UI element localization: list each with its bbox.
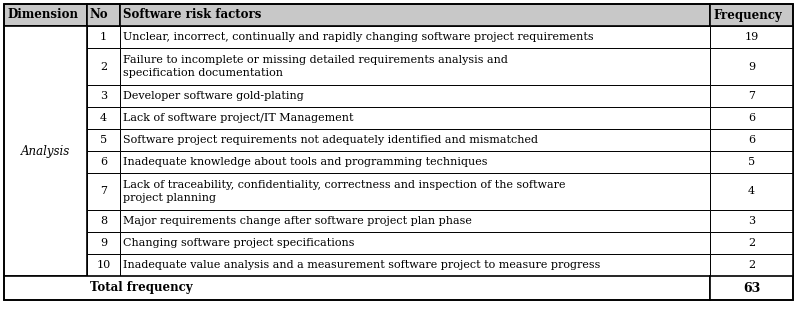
Text: Inadequate value analysis and a measurement software project to measure progress: Inadequate value analysis and a measurem… <box>123 260 600 270</box>
Bar <box>120 210 710 232</box>
Bar <box>120 151 710 173</box>
Bar <box>710 210 793 232</box>
Bar <box>710 276 793 300</box>
Text: Lack of software project/IT Management: Lack of software project/IT Management <box>123 113 354 123</box>
Bar <box>710 129 793 151</box>
Bar <box>87 26 120 48</box>
Bar <box>4 276 710 300</box>
Text: Analysis: Analysis <box>21 145 70 157</box>
Bar <box>710 173 793 210</box>
Bar <box>87 4 120 26</box>
Text: Inadequate knowledge about tools and programming techniques: Inadequate knowledge about tools and pro… <box>123 157 488 167</box>
Bar <box>120 107 710 129</box>
Text: Lack of traceability, confidentiality, correctness and inspection of the softwar: Lack of traceability, confidentiality, c… <box>123 180 566 190</box>
Bar <box>710 26 793 48</box>
Text: 1: 1 <box>100 32 107 42</box>
Bar <box>87 210 120 232</box>
Text: 9: 9 <box>748 61 755 71</box>
Bar <box>120 4 710 26</box>
Text: specification documentation: specification documentation <box>123 68 283 78</box>
Text: 5: 5 <box>100 135 107 145</box>
Bar <box>87 151 120 173</box>
Text: 3: 3 <box>100 91 107 101</box>
Text: 9: 9 <box>100 238 107 248</box>
Text: Changing software project specifications: Changing software project specifications <box>123 238 355 248</box>
Text: Unclear, incorrect, continually and rapidly changing software project requiremen: Unclear, incorrect, continually and rapi… <box>123 32 594 42</box>
Text: 6: 6 <box>748 135 755 145</box>
Text: Frequency: Frequency <box>713 8 782 22</box>
Bar <box>710 232 793 254</box>
Text: 4: 4 <box>100 113 107 123</box>
Text: No: No <box>90 8 108 22</box>
Text: Total frequency: Total frequency <box>90 281 192 295</box>
Text: 6: 6 <box>100 157 107 167</box>
Text: 19: 19 <box>744 32 759 42</box>
Text: Dimension: Dimension <box>7 8 78 22</box>
Text: 2: 2 <box>748 238 755 248</box>
Bar <box>87 232 120 254</box>
Bar <box>710 107 793 129</box>
Bar <box>710 151 793 173</box>
Text: 63: 63 <box>743 281 760 295</box>
Bar <box>4 26 87 276</box>
Bar <box>87 254 120 276</box>
Text: 5: 5 <box>748 157 755 167</box>
Bar <box>87 85 120 107</box>
Text: Software risk factors: Software risk factors <box>123 8 261 22</box>
Bar <box>120 85 710 107</box>
Text: 4: 4 <box>748 187 755 197</box>
Text: 6: 6 <box>748 113 755 123</box>
Bar <box>120 173 710 210</box>
Bar <box>120 26 710 48</box>
Bar <box>87 48 120 85</box>
Bar <box>120 232 710 254</box>
Text: 2: 2 <box>100 61 107 71</box>
Bar <box>87 173 120 210</box>
Bar <box>120 48 710 85</box>
Text: 3: 3 <box>748 216 755 226</box>
Text: Software project requirements not adequately identified and mismatched: Software project requirements not adequa… <box>123 135 538 145</box>
Text: Major requirements change after software project plan phase: Major requirements change after software… <box>123 216 472 226</box>
Bar <box>120 254 710 276</box>
Text: Developer software gold-plating: Developer software gold-plating <box>123 91 304 101</box>
Bar <box>710 4 793 26</box>
Text: Failure to incomplete or missing detailed requirements analysis and: Failure to incomplete or missing detaile… <box>123 55 508 65</box>
Bar <box>4 4 87 26</box>
Bar <box>87 107 120 129</box>
Bar <box>120 129 710 151</box>
Text: 7: 7 <box>748 91 755 101</box>
Text: 8: 8 <box>100 216 107 226</box>
Bar <box>710 85 793 107</box>
Text: 10: 10 <box>96 260 111 270</box>
Bar <box>710 254 793 276</box>
Bar <box>87 129 120 151</box>
Bar <box>710 48 793 85</box>
Text: project planning: project planning <box>123 193 216 203</box>
Text: 7: 7 <box>100 187 107 197</box>
Text: 2: 2 <box>748 260 755 270</box>
